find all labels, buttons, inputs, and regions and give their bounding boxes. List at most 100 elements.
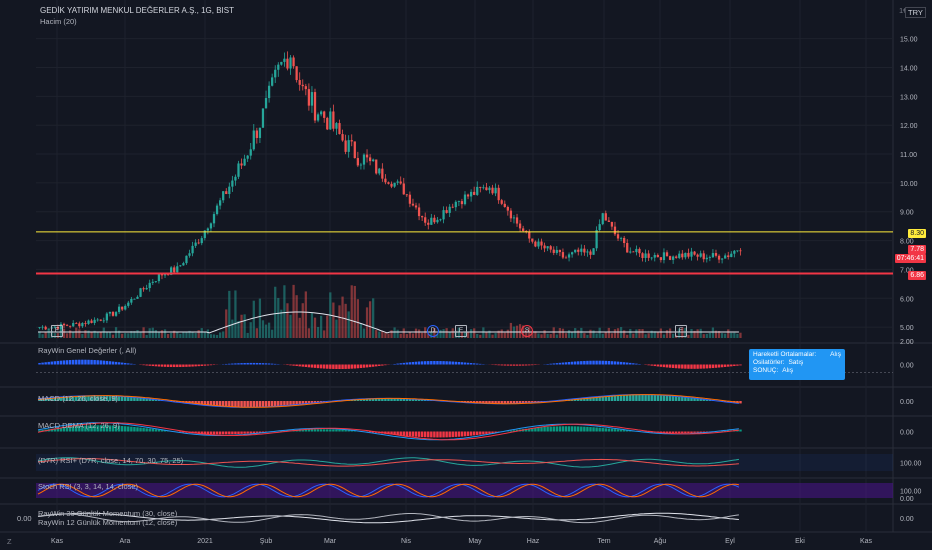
raywin-bar bbox=[659, 364, 663, 367]
log-toggle[interactable]: 1€ bbox=[899, 6, 908, 15]
momentum-30-line bbox=[37, 512, 739, 524]
raywin-bar bbox=[665, 364, 669, 368]
volume-bar bbox=[567, 330, 571, 338]
volume-bar bbox=[310, 312, 314, 338]
volume-bar bbox=[696, 329, 699, 338]
candle-body bbox=[466, 194, 470, 197]
raywin-bar bbox=[708, 364, 712, 369]
macd-bar bbox=[647, 394, 650, 401]
dema-bar bbox=[243, 431, 246, 434]
candle-body bbox=[90, 320, 93, 323]
volume-bar bbox=[421, 332, 424, 338]
volume-bar bbox=[99, 331, 102, 338]
raywin-bar bbox=[295, 364, 298, 367]
macd-bar bbox=[671, 395, 675, 401]
macd-bar bbox=[130, 397, 133, 401]
candle-body bbox=[209, 223, 213, 229]
rsi-line bbox=[37, 457, 739, 468]
macd-bar bbox=[583, 397, 586, 401]
candle-body bbox=[212, 214, 216, 224]
time-axis-label: Mar bbox=[324, 538, 337, 545]
volume-bar bbox=[41, 334, 44, 338]
volume-bar bbox=[344, 303, 347, 338]
dema-bar bbox=[81, 425, 84, 432]
dema-bar bbox=[344, 430, 347, 432]
macd-bar bbox=[212, 401, 216, 406]
momentum-30-label[interactable]: RayWin 30 Günlük Momentum (30, close) bbox=[38, 509, 178, 518]
candle-body bbox=[53, 326, 56, 328]
raywin-bar bbox=[326, 364, 329, 369]
timezone-z-button[interactable]: Z bbox=[7, 537, 12, 546]
dema-bar bbox=[258, 431, 262, 433]
volume-bar bbox=[555, 334, 558, 338]
volume-bar bbox=[350, 285, 353, 338]
raywin-bar bbox=[580, 361, 583, 365]
event-badge-split[interactable]: S bbox=[521, 325, 533, 337]
candle-body bbox=[179, 265, 182, 267]
candle-body bbox=[589, 251, 592, 255]
macd-bar bbox=[681, 396, 684, 401]
dema-bar bbox=[702, 431, 705, 433]
currency-label[interactable]: TRY bbox=[905, 7, 926, 18]
macd-bar bbox=[234, 401, 237, 408]
dema-bar bbox=[564, 426, 568, 432]
dema-bar bbox=[690, 431, 693, 433]
rsi-indicator-label[interactable]: (D7R) RSI+ (D7R, close, 14, 70, 30, 75, … bbox=[38, 456, 184, 465]
candle-body bbox=[310, 92, 314, 106]
candle-body bbox=[534, 241, 537, 247]
macd-bar bbox=[68, 396, 72, 401]
candle-body bbox=[500, 200, 503, 204]
event-badge-dividend[interactable]: D bbox=[427, 325, 439, 337]
volume-bar bbox=[111, 334, 115, 338]
macd-indicator-label[interactable]: MACD (12, 26, close, 9) bbox=[38, 394, 119, 403]
candle-body bbox=[267, 85, 271, 99]
raywin-indicator-label[interactable]: RayWin Genel Değerler (, All) bbox=[38, 346, 137, 355]
candle-body bbox=[203, 230, 206, 239]
volume-bar bbox=[75, 327, 78, 338]
candle-body bbox=[659, 257, 663, 261]
raywin-bar bbox=[509, 364, 513, 366]
volume-bar bbox=[307, 328, 311, 338]
macd-bar bbox=[595, 396, 598, 401]
macd-bar bbox=[417, 399, 421, 401]
dema-bar bbox=[117, 425, 121, 432]
raywin-bar bbox=[96, 360, 99, 365]
candle-body bbox=[558, 249, 562, 253]
volume-bar bbox=[451, 328, 454, 338]
candle-body bbox=[705, 257, 708, 260]
candle-body bbox=[714, 253, 718, 256]
macd-bar bbox=[252, 401, 256, 408]
dema-bar bbox=[197, 431, 200, 434]
candle-body bbox=[38, 327, 41, 328]
candle-body bbox=[690, 251, 693, 257]
event-badge-earnings[interactable]: E bbox=[675, 325, 687, 337]
candle-body bbox=[338, 123, 341, 135]
momentum-12-label[interactable]: RayWin 12 Günlük Momentum (12, close) bbox=[38, 518, 178, 527]
dema-bar bbox=[396, 431, 399, 436]
candle-body bbox=[160, 274, 164, 276]
raywin-bar bbox=[500, 364, 503, 366]
raywin-bar bbox=[59, 360, 63, 365]
macd-bar bbox=[500, 401, 503, 404]
volume-bar bbox=[38, 331, 41, 338]
dema-bar bbox=[142, 427, 145, 432]
candle-body bbox=[577, 249, 580, 252]
dema-bar bbox=[221, 431, 225, 435]
tooltip-result-label: SONUÇ: bbox=[753, 367, 779, 374]
macd-bar bbox=[105, 395, 109, 401]
dema-bar bbox=[739, 429, 742, 432]
stoch-rsi-indicator-label[interactable]: Stoch RSI (3, 3, 14, 14, close) bbox=[38, 482, 139, 491]
raywin-bar bbox=[99, 360, 102, 365]
macd-dema-indicator-label[interactable]: MACD DEMA (12, 26, 9) bbox=[38, 421, 120, 430]
raywin-bar bbox=[87, 359, 90, 365]
volume-bar bbox=[653, 331, 656, 338]
macd-bar bbox=[393, 398, 396, 401]
event-badge-earnings[interactable]: E bbox=[455, 325, 467, 337]
event-badge-earnings[interactable]: E bbox=[51, 325, 63, 337]
dema-bar bbox=[154, 429, 158, 432]
dema-bar bbox=[552, 426, 555, 432]
macd-bar bbox=[644, 394, 647, 401]
candle-body bbox=[417, 207, 421, 217]
dema-bar bbox=[573, 426, 577, 432]
